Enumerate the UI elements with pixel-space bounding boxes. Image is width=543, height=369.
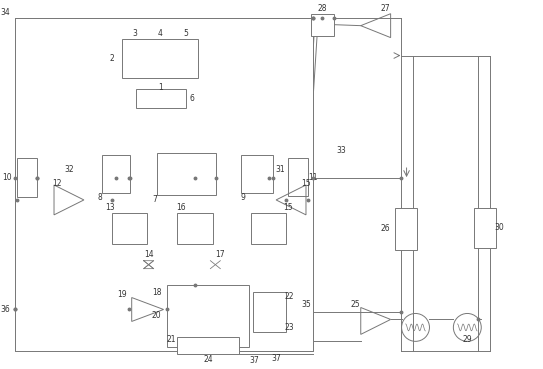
Text: 19: 19 <box>117 290 127 299</box>
Text: 29: 29 <box>463 335 472 344</box>
Bar <box>241 155 273 193</box>
Text: 30: 30 <box>494 223 504 232</box>
Text: 6: 6 <box>189 94 194 103</box>
Text: 9: 9 <box>241 193 245 203</box>
Text: 27: 27 <box>381 4 390 13</box>
Text: 20: 20 <box>152 311 162 320</box>
Text: 25: 25 <box>351 300 361 309</box>
Text: 22: 22 <box>285 292 294 301</box>
Text: 26: 26 <box>380 224 390 233</box>
Bar <box>112 213 147 244</box>
Text: 4: 4 <box>157 29 162 38</box>
Text: 8: 8 <box>97 193 102 203</box>
Text: 37: 37 <box>250 356 260 365</box>
Text: 16: 16 <box>176 203 186 213</box>
Text: 36: 36 <box>1 305 10 314</box>
Text: 13: 13 <box>105 203 115 213</box>
Bar <box>251 213 286 244</box>
Bar <box>156 153 216 195</box>
Text: 28: 28 <box>318 4 327 13</box>
Text: 23: 23 <box>284 323 294 332</box>
Bar <box>288 158 308 196</box>
Text: 17: 17 <box>216 250 225 259</box>
Text: 14: 14 <box>144 250 154 259</box>
Text: 21: 21 <box>167 335 176 344</box>
Bar <box>176 337 239 354</box>
Bar <box>167 284 249 347</box>
Text: 7: 7 <box>152 196 157 204</box>
Text: 3: 3 <box>132 29 137 38</box>
Bar <box>17 158 37 197</box>
Bar <box>176 213 213 244</box>
Bar <box>136 89 186 108</box>
Text: 11: 11 <box>308 173 318 182</box>
Text: 5: 5 <box>183 29 188 38</box>
Bar <box>395 208 416 250</box>
Bar <box>15 18 313 351</box>
Bar <box>122 39 198 79</box>
Bar <box>102 155 130 193</box>
Text: 24: 24 <box>203 355 213 364</box>
Text: 2: 2 <box>109 54 114 63</box>
Text: 15: 15 <box>301 179 311 187</box>
Text: 34: 34 <box>1 8 10 17</box>
Bar <box>311 14 334 36</box>
Text: 32: 32 <box>65 165 74 174</box>
Text: 35: 35 <box>301 300 311 308</box>
Bar <box>253 292 286 332</box>
Text: 12: 12 <box>52 179 62 187</box>
Text: 15: 15 <box>283 203 293 213</box>
Text: 33: 33 <box>336 146 346 155</box>
Text: 1: 1 <box>157 83 162 92</box>
Text: 10: 10 <box>3 173 12 182</box>
Bar <box>474 208 496 248</box>
Text: 31: 31 <box>276 165 286 174</box>
Text: 37: 37 <box>271 354 281 363</box>
Text: 18: 18 <box>152 288 162 297</box>
